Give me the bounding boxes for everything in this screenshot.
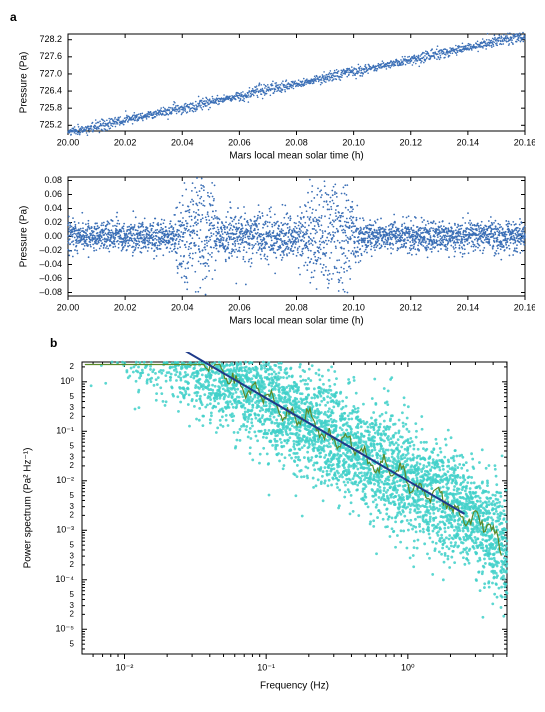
svg-text:20.16: 20.16 xyxy=(514,302,535,312)
svg-text:20.10: 20.10 xyxy=(342,137,365,147)
svg-text:20.12: 20.12 xyxy=(399,302,422,312)
svg-text:10⁻³: 10⁻³ xyxy=(56,525,74,535)
svg-text:20.08: 20.08 xyxy=(285,137,308,147)
svg-text:20.06: 20.06 xyxy=(228,137,251,147)
svg-text:20.14: 20.14 xyxy=(457,302,480,312)
svg-text:20.10: 20.10 xyxy=(342,302,365,312)
svg-text:727.6: 727.6 xyxy=(39,51,62,61)
panel-a-bottom-chart: 20.00 20.02 20.04 20.06 20.08 20.10 20.12 20.14… xyxy=(10,171,535,326)
svg-text:0.04: 0.04 xyxy=(44,203,62,213)
svg-text:725.2: 725.2 xyxy=(39,120,62,130)
svg-text:20.12: 20.12 xyxy=(399,137,422,147)
svg-text:727.0: 727.0 xyxy=(39,68,62,78)
svg-text:10⁻¹: 10⁻¹ xyxy=(257,662,275,672)
svg-text:20.04: 20.04 xyxy=(171,302,194,312)
panel-b-label: b xyxy=(50,336,535,350)
svg-text:10⁻²: 10⁻² xyxy=(116,662,134,672)
svg-text:20.00: 20.00 xyxy=(57,137,80,147)
svg-text:10⁻⁴: 10⁻⁴ xyxy=(55,574,74,584)
svg-text:5: 5 xyxy=(70,590,75,599)
svg-text:2: 2 xyxy=(70,609,75,618)
svg-text:Pressure (Pa): Pressure (Pa) xyxy=(19,206,30,268)
figure-container: a 20.0020.0220.0420.0620.0820.1020.1220.… xyxy=(10,10,535,692)
svg-text:0.02: 0.02 xyxy=(44,217,62,227)
svg-text:726.4: 726.4 xyxy=(39,85,62,95)
svg-text:3: 3 xyxy=(70,601,75,610)
svg-text:–0.02: –0.02 xyxy=(39,245,62,255)
svg-text:20.08: 20.08 xyxy=(285,302,308,312)
svg-text:20.16: 20.16 xyxy=(514,137,535,147)
svg-text:725.8: 725.8 xyxy=(39,103,62,113)
svg-text:0.06: 0.06 xyxy=(44,189,62,199)
svg-text:0.08: 0.08 xyxy=(44,175,62,185)
svg-text:Mars local mean solar time (h): Mars local mean solar time (h) xyxy=(229,151,363,161)
svg-text:5: 5 xyxy=(70,639,75,648)
svg-text:10⁻²: 10⁻² xyxy=(56,475,74,485)
svg-text:20.02: 20.02 xyxy=(114,302,137,312)
svg-text:Pressure (Pa): Pressure (Pa) xyxy=(19,52,30,114)
svg-text:0.00: 0.00 xyxy=(44,231,62,241)
svg-text:20.14: 20.14 xyxy=(457,137,480,147)
panel-a-top-chart: 20.00 20.02 20.04 20.06 20.08 20.10 20.12 20.14… xyxy=(10,26,535,161)
svg-text:10⁻¹: 10⁻¹ xyxy=(56,426,74,436)
svg-text:Mars local mean solar time (h): Mars local mean solar time (h) xyxy=(229,316,363,326)
svg-text:–0.04: –0.04 xyxy=(39,259,62,269)
svg-text:10⁻⁵: 10⁻⁵ xyxy=(56,624,75,634)
svg-text:–0.06: –0.06 xyxy=(39,273,62,283)
svg-text:728.2: 728.2 xyxy=(39,34,62,44)
svg-text:10⁰: 10⁰ xyxy=(401,662,415,672)
svg-text:10⁰: 10⁰ xyxy=(60,376,74,386)
panel-a-label: a xyxy=(10,10,535,24)
svg-text:20.02: 20.02 xyxy=(114,137,137,147)
svg-text:–0.08: –0.08 xyxy=(39,287,62,297)
svg-text:20.00: 20.00 xyxy=(57,302,80,312)
panel-b-chart: 10⁻²10⁻¹10⁰10⁻⁵10⁻⁴10⁻³10⁻²10⁻¹10⁰523523… xyxy=(10,352,535,692)
svg-text:20.06: 20.06 xyxy=(228,302,251,312)
svg-text:20.04: 20.04 xyxy=(171,137,194,147)
